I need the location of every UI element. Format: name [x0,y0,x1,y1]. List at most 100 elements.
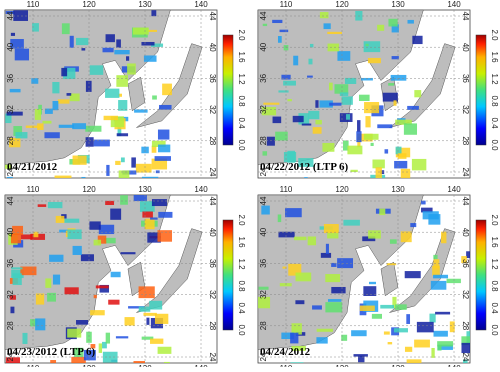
colorbar-tick-label: 0.8 [237,280,246,292]
aerosol-patch [435,311,451,315]
lon-tick-label: 110 [280,0,293,9]
aerosol-patch [115,336,129,339]
aerosol-patch [133,195,147,202]
aerosol-patch [117,127,122,137]
aerosol-patch [462,359,468,363]
colorbar-tick-label: 0.0 [490,139,499,151]
aerosol-patch [433,330,448,337]
aerosol-patch [141,41,155,46]
aerosol-patch [133,361,145,363]
aerosol-patch [5,357,20,363]
aerosol-patch [15,132,28,139]
aerosol-patch [105,34,115,43]
aerosol-patch [261,205,270,215]
aerosol-patch [327,31,342,35]
aerosol-patch [395,304,407,310]
aerosol-patch [395,146,402,155]
aerosol-patch [71,356,86,363]
aerosol-patch [428,214,441,225]
lat-tick-label: 28 [461,136,470,145]
aerosol-patch [162,83,172,96]
aerosol-patch [331,286,346,294]
aerosol-patch [312,127,322,134]
aerosol-patch [142,211,153,218]
aerosol-patch [147,29,158,32]
colorbar-tick-label: 0.0 [237,324,246,336]
aerosol-patch [120,195,128,205]
aerosol-patch [386,263,397,266]
aerosol-patch [45,278,52,288]
colorbar-tick-label: 0.8 [490,280,499,292]
aerosol-patch [319,12,329,19]
aerosol-patch [390,74,407,81]
aerosol-patch [106,164,110,176]
aerosol-patch [9,138,21,148]
lat-tick-label: 32 [6,290,15,299]
aerosol-patch [395,119,412,125]
aerosol-patch [52,81,60,94]
aerosol-patch [37,204,47,207]
aerosol-patch [367,57,381,64]
aerosol-patch [437,344,453,350]
lon-tick-label: 120 [335,0,349,9]
aerosol-patch [10,233,22,244]
aerosol-patch [99,284,110,293]
aerosol-patch [346,114,350,120]
aerosol-patch [422,211,439,220]
lat-tick-label: 36 [6,258,15,267]
aerosol-patch [76,320,89,325]
aerosol-patch [421,207,433,213]
date-label: 04/22/2012 (LTP 6) [260,161,349,173]
aerosol-patch [339,92,349,96]
aerosol-patch [9,88,21,93]
aerosol-patch [47,292,56,302]
aerosol-patch [30,319,38,327]
colorbar [475,34,487,146]
aerosol-patch [363,41,381,53]
aerosol-patch [118,93,122,97]
aerosol-patch [59,229,72,233]
aerosol-patch [258,296,271,309]
lat-tick-label: 36 [259,258,268,267]
colorbar-tick-label: 0.0 [237,139,246,151]
lat-tick-label: 24 [208,353,217,362]
colorbar-tick-label: 1.2 [237,258,246,270]
aerosol-patch [329,102,342,106]
lat-tick-label: 32 [259,290,268,299]
aerosol-patch [152,95,157,100]
aerosol-patch [295,300,305,305]
colorbar-tick-label: 1.6 [237,51,246,63]
lon-tick-label: 130 [391,0,405,9]
aerosol-patch [315,100,319,108]
aerosol-patch [151,158,168,170]
lat-tick-label: 28 [208,321,217,330]
aerosol-patch [72,123,87,130]
aerosol-patch [351,330,367,337]
colorbar-tick-label: 1.6 [490,51,499,63]
aerosol-patch [316,337,328,344]
aerosol-patch [261,107,277,116]
aerosol-patch [98,343,103,353]
lat-tick-label: 44 [208,197,217,206]
aerosol-patch [258,286,269,290]
lat-tick-label: 36 [461,259,470,268]
aerosol-patch [35,293,45,305]
aerosol-patch [127,63,136,75]
aerosol-patch [110,208,122,220]
aerosol-patch [272,116,282,124]
aerosol-patch [331,262,337,267]
aerosol-patch [80,254,94,262]
aerosol-patch [364,102,380,114]
aerosol-patch [285,208,302,218]
aerosol-patch [85,137,94,147]
aerosol-patch [110,116,124,128]
lat-tick-label: 36 [6,73,15,82]
aerosol-patch [322,142,335,152]
aerosol-patch [329,82,333,91]
aerosol-patch [327,299,342,302]
aerosol-patch [287,99,292,102]
aerosol-patch [263,102,280,105]
aerosol-patch [102,47,114,53]
colorbar-tick-label: 0.0 [490,324,499,336]
